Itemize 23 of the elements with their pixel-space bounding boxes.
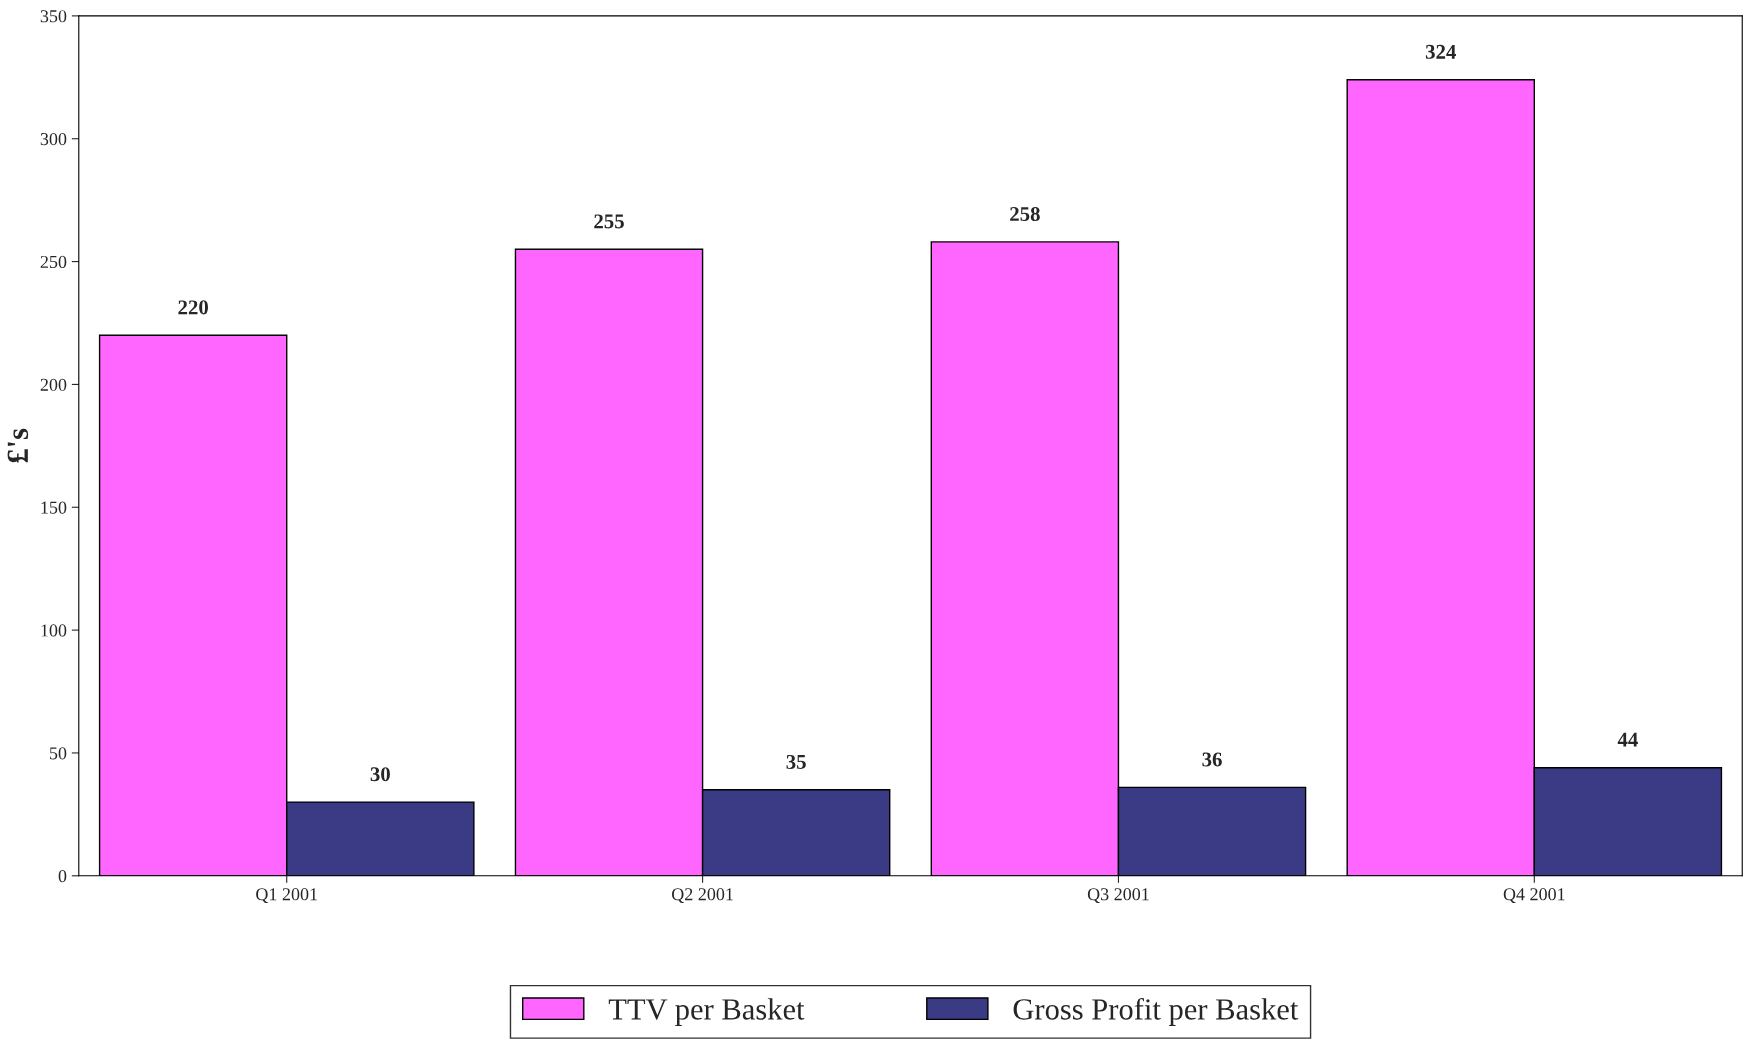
x-tick-label: Q1 2001 [256,888,317,904]
y-tick-label: 200 [40,378,67,391]
data-label: 44 [1617,732,1638,747]
data-label: 324 [1425,44,1456,59]
y-tick-label: 100 [41,624,67,637]
x-tick-label: Q2 2001 [671,888,733,904]
data-label: 36 [1202,752,1222,767]
y-axis-title: £'s [7,428,29,463]
data-label: 35 [786,754,806,769]
data-label: 255 [594,214,624,229]
y-tick-label: 0 [58,870,67,883]
data-label: 30 [370,767,390,782]
data-label: 258 [1010,206,1040,222]
y-tick-label: 350 [40,10,67,23]
y-tick-label: 150 [41,501,67,514]
legend-label: Gross Profit per Basket [1013,997,1299,1026]
y-tick-label: 250 [40,255,67,269]
y-tick-label: 50 [49,747,67,760]
x-tick-label: Q3 2001 [1087,888,1149,904]
x-tick-label: Q4 2001 [1503,888,1565,904]
y-tick-label: 300 [40,132,67,146]
legend-label: TTV per Basket [608,998,805,1026]
data-label: 220 [178,300,208,315]
